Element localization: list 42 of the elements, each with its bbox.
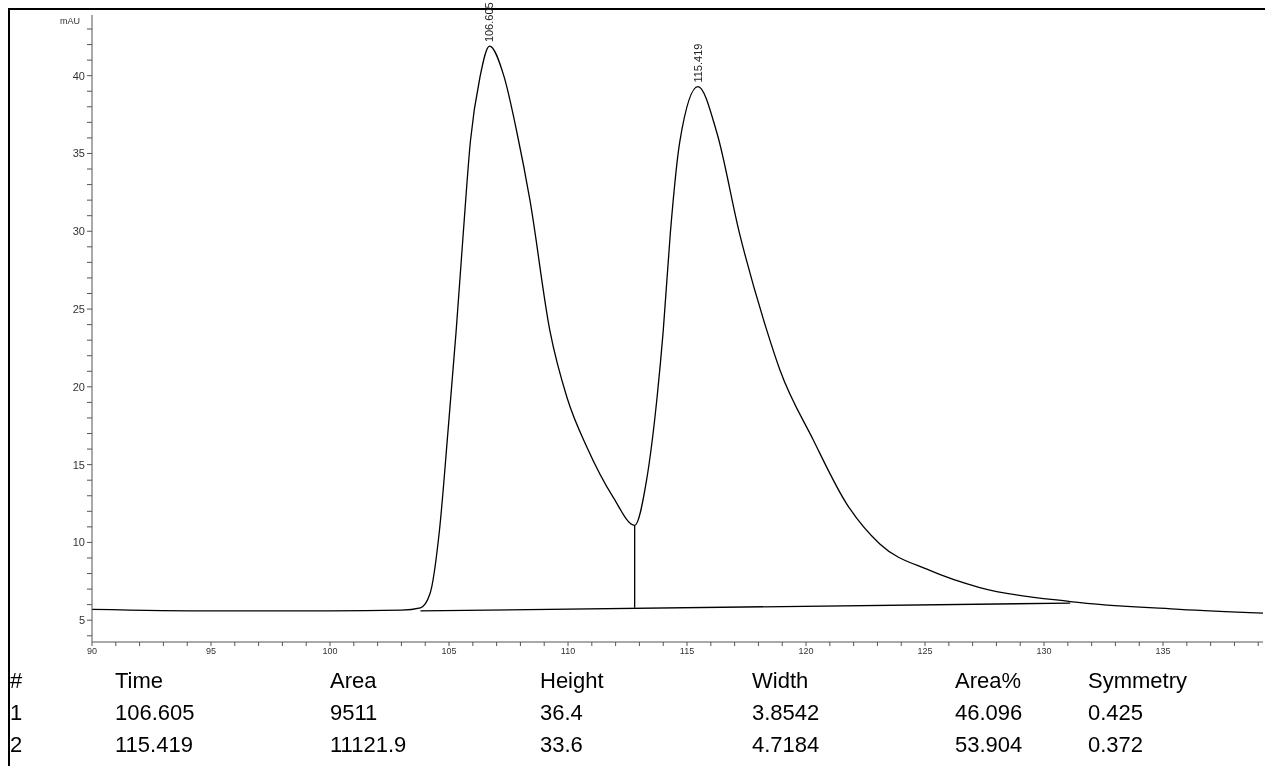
y-tick-label: 40 <box>72 69 85 82</box>
x-tick-label: 100 <box>322 646 338 657</box>
y-axis-title: mAU <box>60 16 80 27</box>
text: 53.904 <box>955 732 1023 758</box>
y-tick-label: 15 <box>72 458 85 471</box>
text: 0.372 <box>1088 732 1144 758</box>
text: 0.425 <box>1088 700 1144 726</box>
x-tick-label: 135 <box>1155 646 1171 657</box>
y-tick-label: 20 <box>72 380 85 393</box>
text: 1 <box>10 700 23 726</box>
text: 11121.9 <box>330 732 407 758</box>
x-tick-label: 125 <box>917 646 933 657</box>
text: 4.7184 <box>752 732 820 758</box>
text: 3.8542 <box>752 700 820 726</box>
y-tick-label: 30 <box>72 225 85 238</box>
text: 9511 <box>330 700 378 726</box>
y-tick-label: 10 <box>72 536 85 549</box>
x-tick-label: 120 <box>798 646 814 657</box>
text: 106.605 <box>115 700 195 726</box>
text: 36.4 <box>540 700 583 726</box>
text: Width <box>752 668 809 694</box>
text: Height <box>540 668 604 694</box>
y-tick-label: 5 <box>78 614 85 627</box>
text: 115.419 <box>115 732 193 758</box>
x-tick-label: 115 <box>679 646 695 657</box>
text: 2 <box>10 732 23 758</box>
text: 33.6 <box>540 732 583 758</box>
x-tick-label: 130 <box>1036 646 1052 657</box>
annotation: 106.605 <box>483 2 496 43</box>
text: # <box>10 668 23 694</box>
text: Area <box>330 668 377 694</box>
x-tick-label: 105 <box>441 646 457 657</box>
x-tick-label: 110 <box>560 646 576 657</box>
annotation: 115.419 <box>691 43 704 83</box>
text: Time <box>115 668 164 694</box>
y-tick-label: 25 <box>72 302 85 315</box>
text: Symmetry <box>1088 668 1187 694</box>
x-tick-label: 95 <box>206 646 217 657</box>
text: 46.096 <box>955 700 1023 726</box>
x-tick-label: 90 <box>86 646 98 657</box>
y-tick-label: 35 <box>72 147 85 160</box>
text: Area% <box>955 668 1022 694</box>
